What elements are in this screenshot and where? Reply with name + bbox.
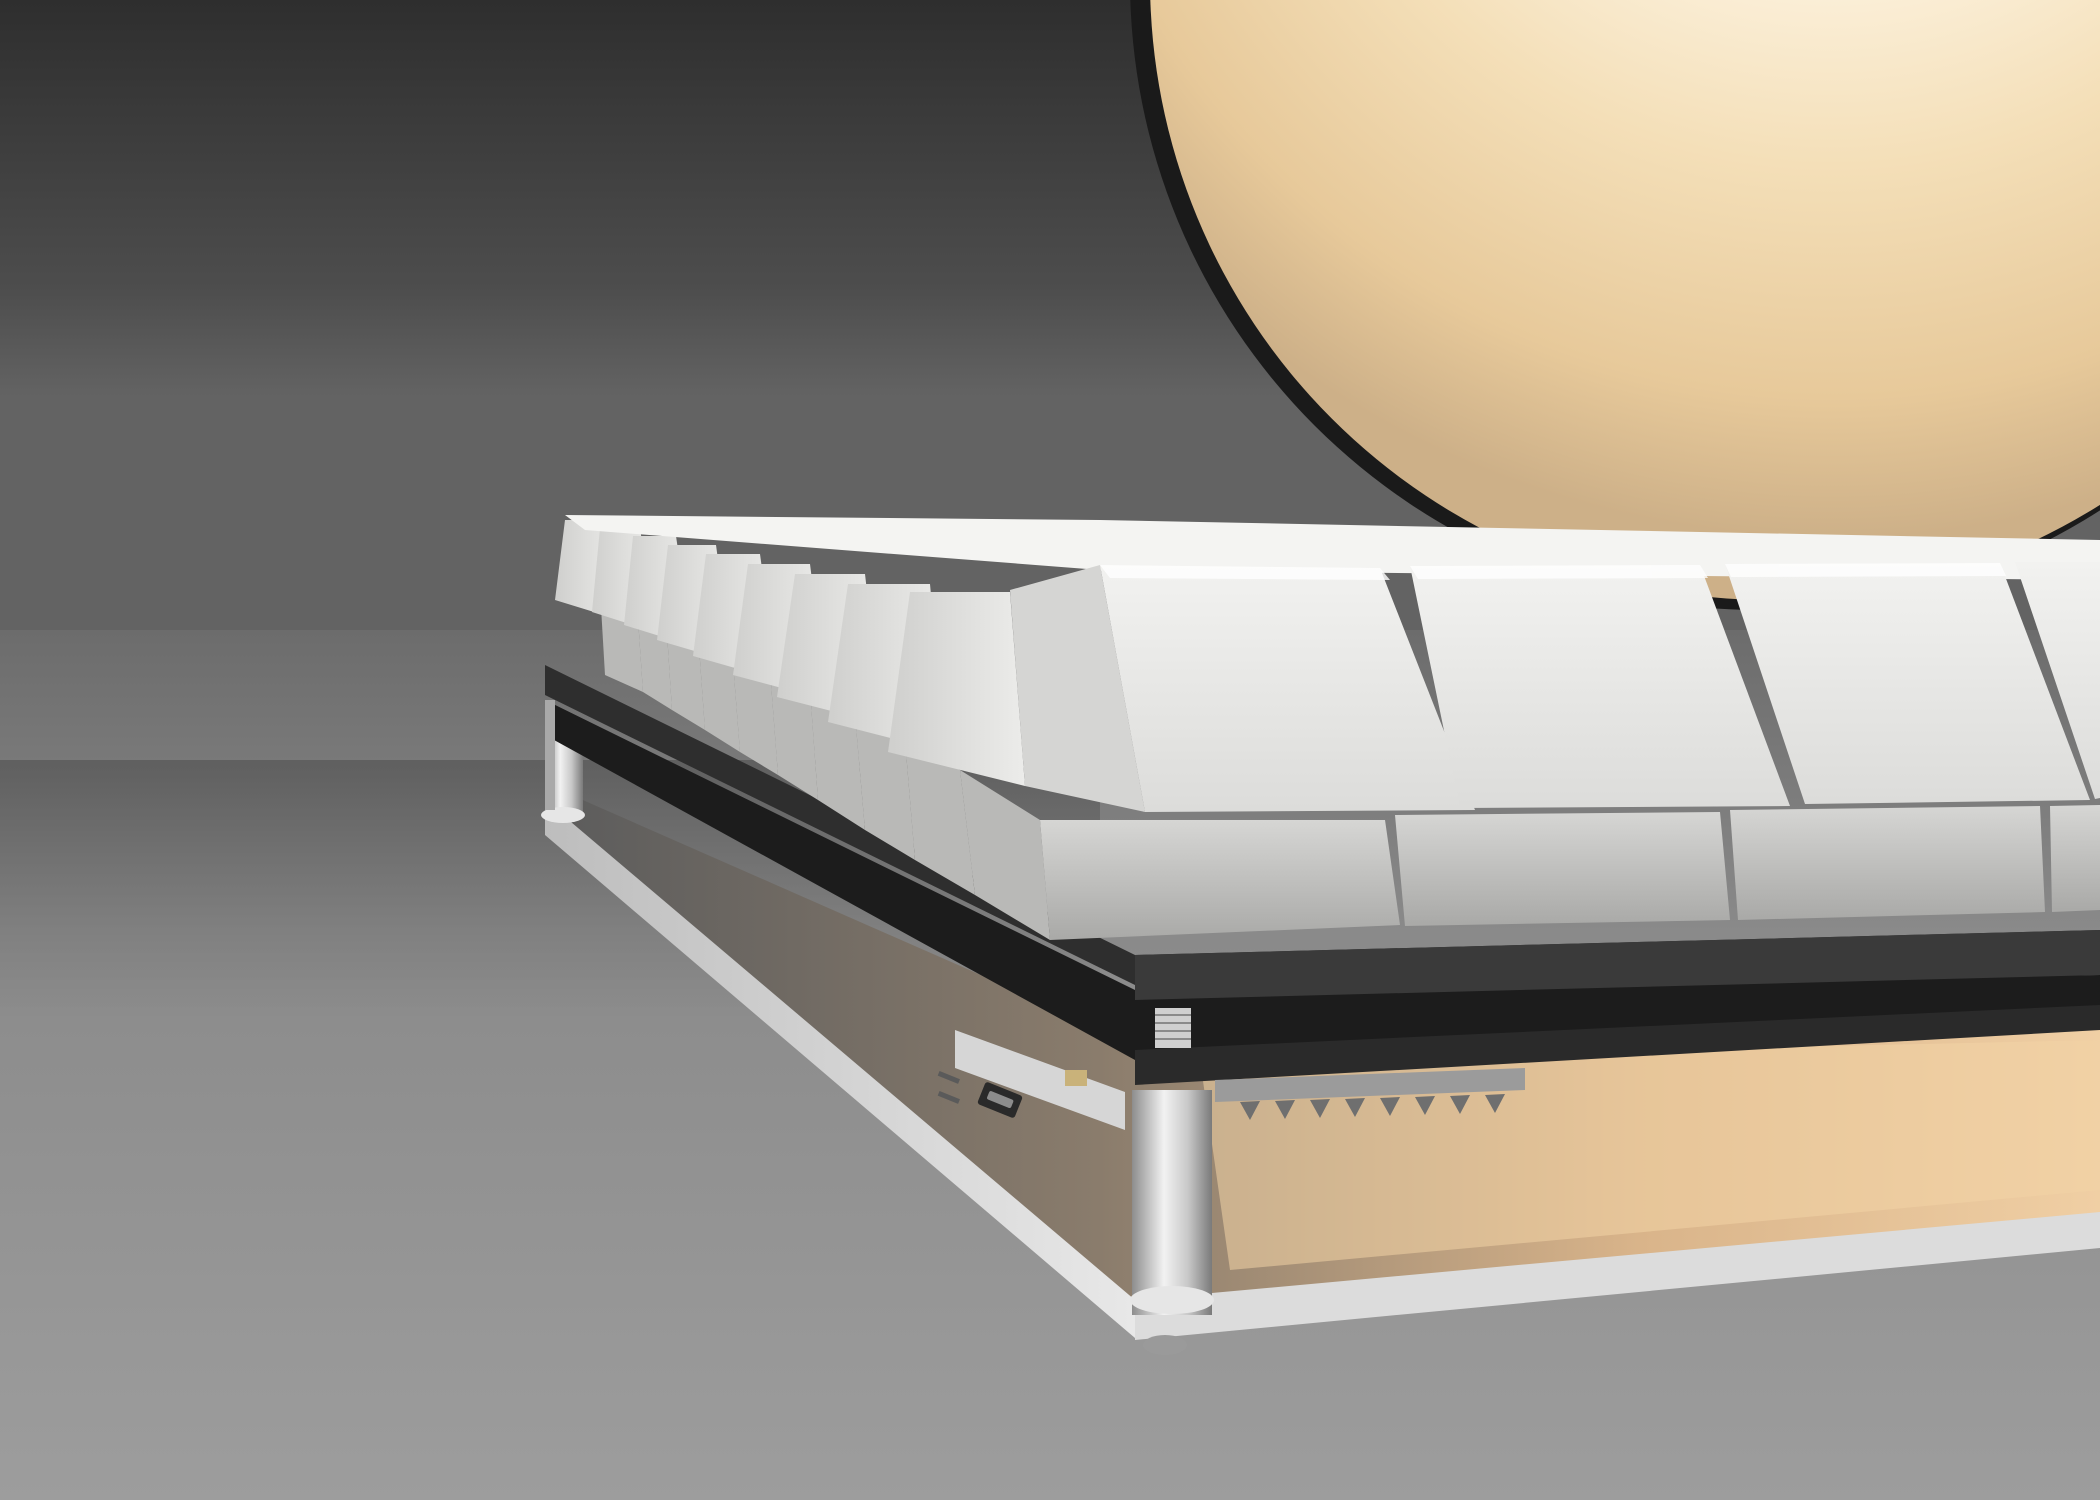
switch-housing-3 xyxy=(1730,806,2045,920)
capacitor xyxy=(1065,1070,1087,1086)
switch-housing-4 xyxy=(2050,805,2100,912)
case-side-edge xyxy=(545,700,555,810)
keycap-highlights xyxy=(1100,563,2006,580)
component-teeth xyxy=(1240,1094,1505,1120)
bottom-plate-left-face xyxy=(545,800,1135,1338)
standoff-back-base xyxy=(541,807,585,823)
led-indicator xyxy=(937,1071,960,1084)
rubber-foot xyxy=(1143,1335,1187,1355)
keycap-front-3 xyxy=(1725,563,2090,804)
switch-housing-2 xyxy=(1395,812,1730,926)
keycap-side-2 xyxy=(888,592,1025,786)
keycap-front-2 xyxy=(1410,565,1790,808)
usb-port-inner xyxy=(987,1091,1014,1108)
controller-board xyxy=(955,1030,1125,1130)
bottom-plate-front-face xyxy=(1135,1212,2100,1340)
standoff-front-base xyxy=(1130,1286,1214,1314)
pcb-front-face xyxy=(1135,1005,2100,1085)
keycap-front-1-side xyxy=(1010,565,1145,812)
led-indicator-2 xyxy=(937,1091,960,1104)
lamp-disc xyxy=(1150,0,2100,600)
switch-plate-front xyxy=(1135,930,2100,1000)
screw-thread xyxy=(1155,1014,1191,1040)
pcb-bottom-teeth xyxy=(1215,1068,1525,1102)
keycap-front-1 xyxy=(1100,565,1475,812)
standoff-front xyxy=(1132,1090,1212,1315)
keycap-top-band xyxy=(565,515,2100,580)
switch-housing-1 xyxy=(1040,820,1400,940)
keycap-front-4 xyxy=(2015,562,2100,799)
side-keycaps xyxy=(555,520,1025,786)
